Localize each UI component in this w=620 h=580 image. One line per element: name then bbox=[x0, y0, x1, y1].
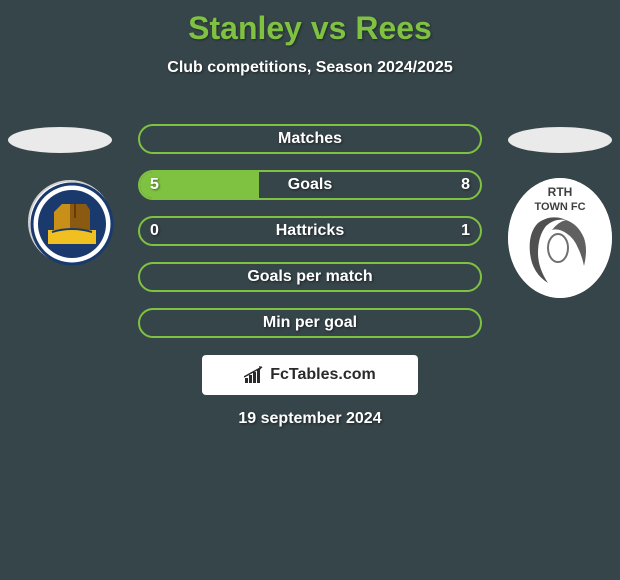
badge-right-bottom-text: TOWN FC bbox=[534, 201, 585, 213]
stat-value-right: 1 bbox=[461, 218, 470, 244]
club-badge-right: RTH TOWN FC bbox=[508, 178, 612, 298]
page-title: Stanley vs Rees bbox=[0, 0, 620, 47]
stat-label: Min per goal bbox=[140, 310, 480, 336]
stat-label: Hattricks bbox=[140, 218, 480, 244]
badge-right-svg: RTH TOWN FC bbox=[508, 178, 612, 298]
player-oval-left bbox=[8, 127, 112, 153]
stat-row-goals-per-match: Goals per match bbox=[138, 262, 482, 292]
date-text: 19 september 2024 bbox=[0, 410, 620, 428]
stat-row-min-per-goal: Min per goal bbox=[138, 308, 482, 338]
subtitle: Club competitions, Season 2024/2025 bbox=[0, 59, 620, 77]
stat-label: Goals per match bbox=[140, 264, 480, 290]
stat-label: Matches bbox=[140, 126, 480, 152]
badge-right-top-text: RTH bbox=[548, 185, 573, 199]
stats-container: Matches 5 Goals 8 0 Hattricks 1 Goals pe… bbox=[138, 124, 482, 354]
player-oval-right bbox=[508, 127, 612, 153]
stat-label: Goals bbox=[140, 172, 480, 198]
stat-value-right: 8 bbox=[461, 172, 470, 198]
site-logo-text: FcTables.com bbox=[270, 366, 376, 384]
club-badge-left bbox=[28, 180, 112, 264]
site-logo-box: FcTables.com bbox=[202, 355, 418, 395]
bars-icon bbox=[244, 366, 266, 384]
stat-row-hattricks: 0 Hattricks 1 bbox=[138, 216, 482, 246]
badge-left-svg bbox=[30, 182, 114, 266]
stat-row-matches: Matches bbox=[138, 124, 482, 154]
stat-row-goals: 5 Goals 8 bbox=[138, 170, 482, 200]
